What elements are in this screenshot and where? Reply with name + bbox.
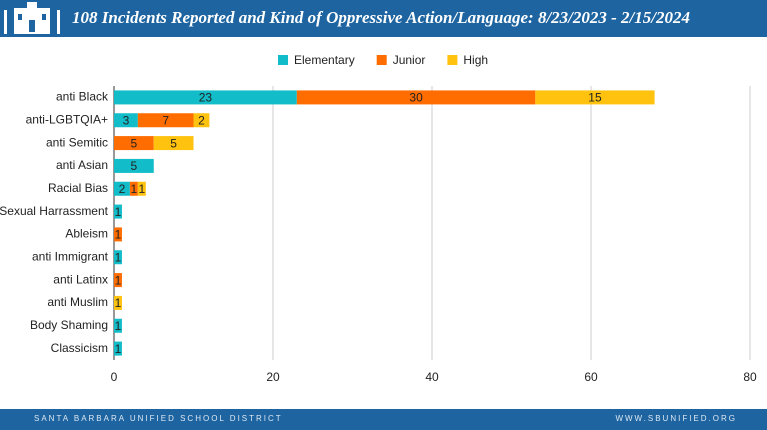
logo — [4, 2, 60, 34]
data-label: 7 — [162, 113, 169, 127]
x-tick-label: 40 — [425, 370, 439, 384]
footer-left: SANTA BARBARA UNIFIED SCHOOL DISTRICT — [34, 414, 283, 423]
data-label: 1 — [131, 182, 138, 196]
data-label: 5 — [170, 136, 177, 150]
header-bar — [0, 0, 767, 37]
plot: 0 20 40 60 80 Elementary Junior High anti Black 2… — [0, 53, 757, 384]
y-tick-label: Racial Bias — [48, 181, 108, 195]
bar-segment — [114, 227, 122, 242]
y-tick-label: Body Shaming — [30, 318, 108, 332]
chart-title: 108 Incidents Reported and Kind of Oppre… — [72, 8, 690, 27]
y-tick-label: anti-LGBTQIA+ — [26, 112, 108, 126]
y-tick-label: anti Black — [56, 90, 109, 104]
x-tick-label: 20 — [266, 370, 280, 384]
y-tick-label: anti Muslim — [47, 295, 108, 309]
x-tick-label: 0 — [111, 370, 118, 384]
bar-segment — [114, 136, 154, 151]
legend-label: Elementary — [294, 53, 355, 67]
bar-segment — [114, 295, 122, 310]
y-tick-label: Sexual Harrassment — [0, 204, 109, 218]
data-label: 1 — [115, 273, 122, 287]
data-label: 2 — [198, 113, 205, 127]
y-tick-label: anti Asian — [56, 158, 108, 172]
data-label: 3 — [123, 113, 130, 127]
bar-segment — [114, 113, 138, 128]
data-label: 1 — [138, 182, 145, 196]
bar-segment — [114, 181, 130, 196]
bar-segment — [535, 90, 655, 105]
data-label: 1 — [115, 250, 122, 264]
bar-segment — [114, 250, 122, 265]
bar-segment — [296, 90, 536, 105]
legend-label: Junior — [393, 53, 426, 67]
y-tick-label: anti Immigrant — [32, 249, 109, 263]
data-label: 1 — [115, 205, 122, 219]
footer-right: WWW.SBUNIFIED.ORG — [615, 414, 737, 423]
y-tick-label: Ableism — [65, 227, 108, 241]
y-tick-label: anti Latinx — [53, 272, 108, 286]
y-tick-label: anti Semitic — [46, 135, 108, 149]
data-label: 2 — [119, 182, 126, 196]
legend-swatch — [376, 55, 387, 65]
bar-segment — [153, 136, 194, 151]
data-label: 5 — [131, 136, 138, 150]
data-label: 15 — [588, 91, 602, 105]
bar-segment — [114, 341, 122, 356]
data-label: 30 — [409, 91, 423, 105]
bar-segment — [193, 113, 210, 128]
x-tick-label: 80 — [743, 370, 757, 384]
bar-segment — [114, 273, 122, 288]
bar-segment — [137, 181, 146, 196]
bar-segment — [137, 113, 194, 128]
legend-swatch — [447, 55, 458, 65]
data-label: 1 — [115, 342, 122, 356]
footer-bar — [0, 409, 767, 430]
data-label: 23 — [199, 91, 213, 105]
bar-segment — [114, 318, 122, 333]
bar-segment — [114, 204, 122, 219]
bar-segment — [114, 90, 297, 105]
data-label: 5 — [131, 159, 138, 173]
bar-segment — [129, 181, 138, 196]
data-label: 1 — [115, 228, 122, 242]
data-label: 1 — [115, 296, 122, 310]
x-tick-label: 60 — [584, 370, 598, 384]
legend-label: High — [463, 53, 488, 67]
y-tick-label: Classicism — [51, 341, 108, 355]
bar-segment — [114, 158, 154, 173]
legend-swatch — [278, 55, 288, 65]
data-label: 1 — [115, 319, 122, 333]
